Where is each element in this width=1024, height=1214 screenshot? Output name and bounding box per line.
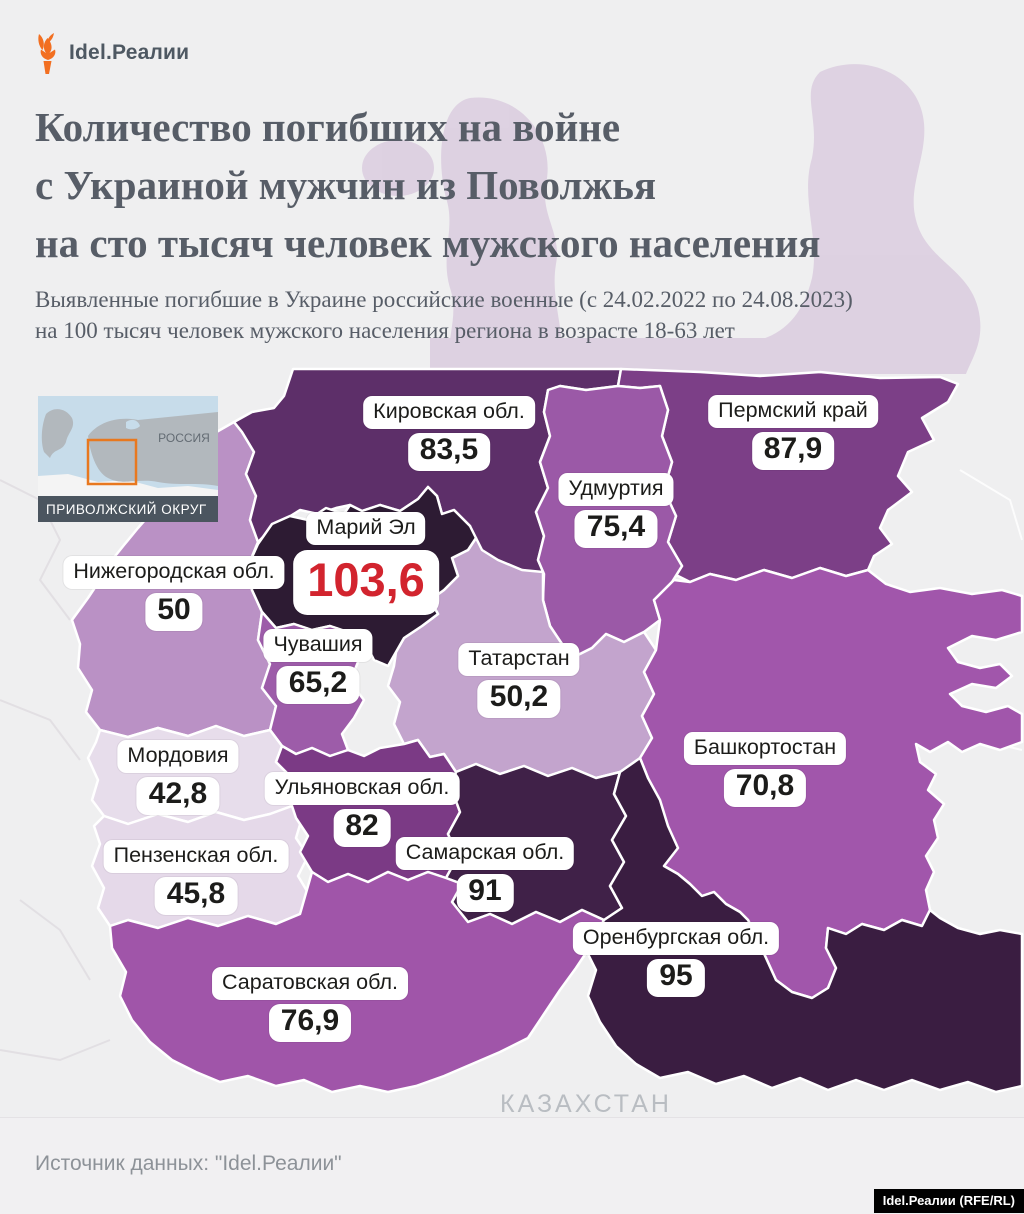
label-ulyanovskaya: Ульяновская обл. 82 (264, 772, 460, 847)
footer-band (0, 1117, 1024, 1214)
logo-text: Idel.Реалии (69, 41, 190, 64)
inset-district-label: ПРИВОЛЖСКИЙ ОКРУГ (46, 502, 207, 517)
title-line-3: на сто тысяч человек мужского населения (35, 220, 821, 266)
label-kirovskaya: Кировская обл. 83,5 (363, 396, 535, 471)
neighbor-borders (0, 479, 111, 1062)
label-mordovia: Мордовия 42,8 (117, 740, 239, 815)
region-orenburgskaya (582, 756, 1024, 1094)
label-penzenskaya: Пензенская обл. 45,8 (103, 840, 289, 915)
label-orenburgskaya: Оренбургская обл. 95 (572, 922, 780, 997)
label-saratovskaya: Саратовская обл. 76,9 (212, 967, 408, 1042)
inset-caption-bar (38, 496, 218, 522)
label-bashkortostan: Башкортостан 70,8 (683, 732, 847, 807)
label-tatarstan: Татарстан 50,2 (458, 643, 580, 718)
label-mariel: Марий Эл 103,6 (293, 512, 439, 615)
logo: Idel.Реалии (34, 32, 189, 74)
torch-icon (38, 33, 56, 74)
title-line-1: Количество погибших на войне (35, 104, 621, 150)
publisher-badge: Idel.Реалии (RFE/RL) (873, 1189, 1024, 1213)
inset-highlight-frame (86, 438, 138, 486)
inset-white-sea (126, 419, 140, 430)
inset-country-label: РОССИЯ (158, 431, 210, 445)
title-line-2: с Украиной мужчин из Поволжья (35, 162, 657, 208)
label-chuvashia: Чувашия 65,2 (263, 629, 373, 704)
page-title: Количество погибших на войне с Украиной … (35, 98, 821, 272)
label-permsky: Пермский край 87,9 (708, 395, 878, 470)
label-udmurtia: Удмуртия 75,4 (558, 473, 674, 548)
label-samarskaya: Самарская обл. 91 (395, 837, 575, 912)
inset-russia-landmass (88, 412, 218, 486)
page-subtitle: Выявленные погибшие в Украине российские… (35, 284, 853, 346)
kazakhstan-label: КАЗАХСТАН (500, 1090, 672, 1118)
subtitle-line-2: на 100 тысяч человек мужского населения … (35, 318, 735, 343)
locator-inset-map: РОССИЯ ПРИВОЛЖСКИЙ ОКРУГ (38, 396, 218, 522)
data-source: Источник данных: "Idel.Реалии" (35, 1152, 342, 1175)
subtitle-line-1: Выявленные погибшие в Украине российские… (35, 287, 853, 312)
inset-scandinavia (41, 409, 74, 458)
label-nizhegorodskaya: Нижегородская обл. 50 (63, 556, 285, 631)
